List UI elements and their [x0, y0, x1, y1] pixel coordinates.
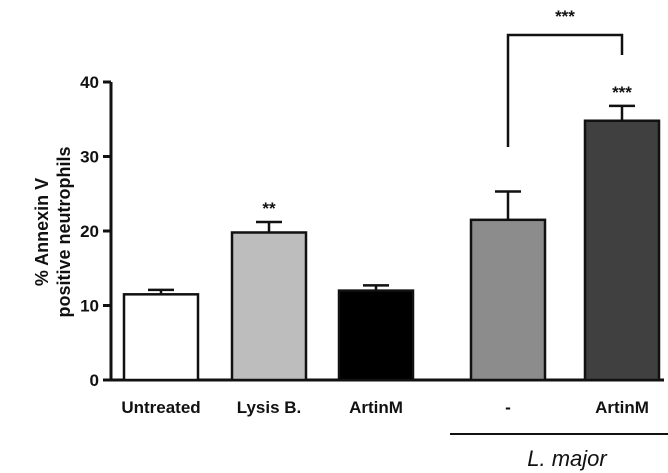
category-label: Untreated — [121, 398, 200, 417]
group-label: L. major — [527, 446, 608, 471]
category-label: - — [505, 398, 511, 417]
significance-label: *** — [612, 83, 632, 102]
category-label: ArtinM — [595, 398, 649, 417]
category-label: ArtinM — [349, 398, 403, 417]
y-axis-title-line1: % Annexin V — [32, 178, 52, 286]
category-label: Lysis B. — [237, 398, 302, 417]
y-tick-label: 20 — [80, 222, 99, 241]
bar — [469, 218, 547, 382]
y-tick-label: 40 — [80, 73, 99, 92]
comparison-label: *** — [555, 7, 575, 26]
bars — [122, 119, 661, 382]
significance-annotations: ********L. major — [262, 7, 668, 471]
y-tick-label: 30 — [80, 148, 99, 167]
bar — [122, 293, 200, 382]
bar — [230, 231, 308, 382]
significance-label: ** — [262, 199, 276, 218]
y-axis-title-line2: positive neutrophils — [54, 146, 74, 317]
category-labels: Untreated Lysis B. ArtinM - ArtinM — [121, 398, 649, 417]
error-bars — [148, 104, 635, 295]
comparison-bracket — [506, 33, 624, 147]
y-axis-title: % Annexin V positive neutrophils — [32, 146, 74, 317]
y-tick-label: 0 — [90, 371, 99, 390]
axes: 0 10 20 30 40 — [80, 73, 664, 390]
bar — [583, 119, 661, 382]
bar — [337, 289, 415, 382]
y-tick-label: 10 — [80, 297, 99, 316]
